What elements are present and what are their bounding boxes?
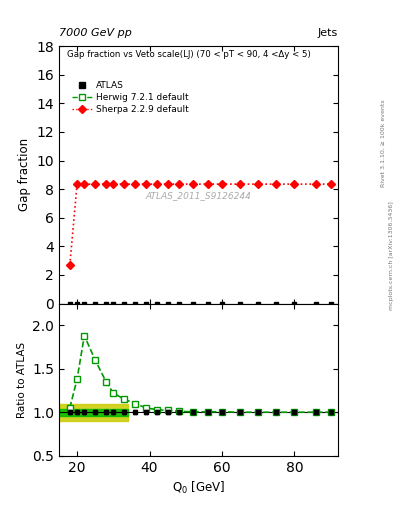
Text: ATLAS_2011_S9126244: ATLAS_2011_S9126244 [145,191,252,200]
Text: Jets: Jets [318,28,338,38]
Y-axis label: Gap fraction: Gap fraction [18,138,31,211]
Text: Gap fraction vs Veto scale(LJ) (70 < pT < 90, 4 <Δy < 5): Gap fraction vs Veto scale(LJ) (70 < pT … [67,50,311,59]
Legend: ATLAS, Herwig 7.2.1 default, Sherpa 2.2.9 default: ATLAS, Herwig 7.2.1 default, Sherpa 2.2.… [72,81,189,114]
Text: Rivet 3.1.10, ≥ 100k events: Rivet 3.1.10, ≥ 100k events [381,99,386,187]
Text: mcplots.cern.ch [arXiv:1306.3436]: mcplots.cern.ch [arXiv:1306.3436] [389,202,393,310]
Text: 7000 GeV pp: 7000 GeV pp [59,28,132,38]
X-axis label: Q$_0$ [GeV]: Q$_0$ [GeV] [172,480,225,496]
Y-axis label: Ratio to ATLAS: Ratio to ATLAS [17,342,27,418]
